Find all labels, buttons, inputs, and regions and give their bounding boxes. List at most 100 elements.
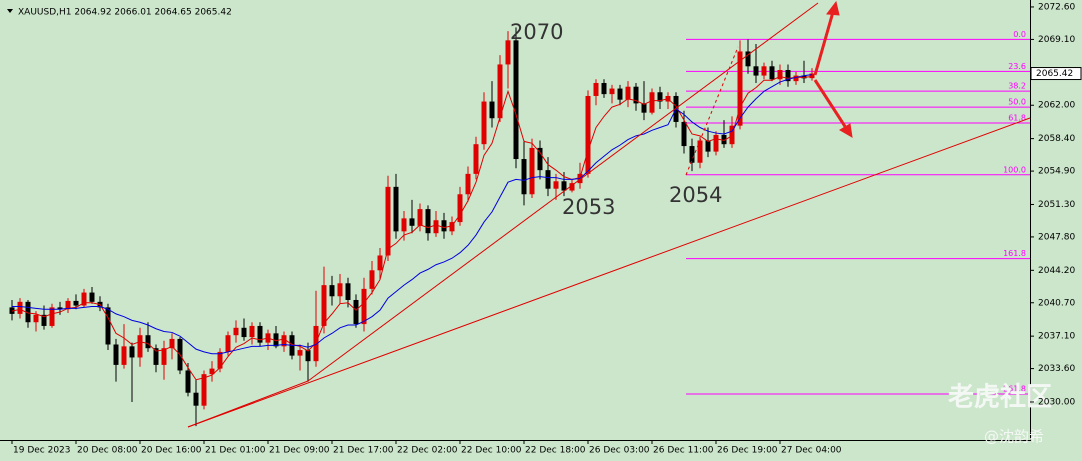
candle-body [465, 173, 471, 195]
fib-label: 23.6 [1008, 62, 1026, 71]
candle-body [513, 40, 519, 160]
candle-body [313, 325, 319, 362]
arrow-down [813, 79, 848, 129]
candle-body [601, 82, 607, 95]
candle-body [129, 346, 135, 358]
candle-body [681, 121, 687, 147]
trendline [187, 117, 1031, 428]
candle-body [497, 64, 503, 119]
x-tick-label: 21 Dec 17:00 [333, 446, 394, 456]
candle-body [473, 144, 479, 174]
title-marker [7, 9, 13, 13]
x-tick-label: 26 Dec 19:00 [717, 446, 778, 456]
candle-body [145, 335, 151, 349]
candle-body [337, 283, 343, 297]
candle-body [169, 338, 175, 349]
x-tick-label: 20 Dec 08:00 [77, 446, 138, 456]
arrow-head [826, 0, 840, 16]
trendline [307, 2, 819, 382]
candle-body [425, 209, 431, 234]
candle-body [361, 288, 367, 325]
candle-body [521, 159, 527, 195]
candle-body [609, 88, 615, 95]
y-tick-label: 2047.80 [1038, 232, 1075, 242]
candle-body [705, 140, 711, 152]
x-tick-label: 21 Dec 01:00 [205, 446, 266, 456]
x-tick-label: 26 Dec 03:00 [589, 446, 650, 456]
candle-body [369, 270, 375, 289]
fib-label: 38.2 [1008, 82, 1026, 91]
last-price-box [1030, 67, 1082, 81]
y-tick-label: 2044.20 [1038, 266, 1075, 276]
candle-body [25, 301, 31, 323]
candle-body [33, 314, 39, 323]
candle-body [593, 82, 599, 96]
candle-body [625, 86, 631, 100]
arrow-head [839, 123, 853, 138]
x-tick-label: 19 Dec 2023 [13, 446, 71, 456]
candle-body [753, 66, 759, 76]
x-tick-label: 20 Dec 16:00 [141, 446, 202, 456]
fib-label: 61.8 [1008, 114, 1026, 123]
candle-body [281, 335, 287, 347]
candle-body [81, 292, 87, 306]
candle-body [185, 370, 191, 393]
plot: 0.0 23.6 38.2 50.0 61.8 100.0 161.8 261.8 [9, 27, 1030, 427]
candle-body [49, 307, 55, 326]
y-tick-label: 2033.60 [1038, 364, 1075, 374]
fib-label: 261.8 [1003, 385, 1026, 394]
candle-body [561, 181, 567, 191]
candle-body [641, 103, 647, 113]
y-tick-label: 2058.40 [1038, 134, 1075, 144]
candle-body [41, 314, 47, 326]
candle-body [377, 255, 383, 271]
y-tick-label: 2069.10 [1038, 35, 1075, 45]
candle-body [65, 300, 71, 310]
candle-body [89, 292, 95, 302]
candle-body [585, 95, 591, 174]
candle-body [441, 220, 447, 232]
candle-body [489, 101, 495, 119]
candle-body [257, 325, 263, 343]
candle-body [713, 134, 719, 152]
x-tick-label: 22 Dec 02:00 [397, 446, 458, 456]
candle-body [417, 209, 423, 226]
y-tick-label: 2030.00 [1038, 397, 1075, 407]
candle-body [721, 134, 727, 145]
moving-average [12, 74, 813, 355]
candle-body [17, 301, 23, 314]
candle-body [777, 70, 783, 80]
annotation: 2070 [510, 20, 563, 44]
x-tick-label: 27 Dec 04:00 [781, 446, 842, 456]
candle-body [761, 66, 767, 76]
candle-body [545, 170, 551, 189]
y-tick-label: 2037.10 [1038, 332, 1075, 342]
candle-body [737, 51, 743, 126]
candle-body [617, 88, 623, 100]
candle-body [329, 285, 335, 297]
y-tick-label: 2072.60 [1038, 2, 1075, 12]
candle-body [449, 222, 455, 232]
candle-body [353, 299, 359, 325]
candle-body [769, 66, 775, 80]
candle-body [481, 101, 487, 145]
candle-body [241, 327, 247, 338]
candle-body [433, 220, 439, 234]
candle-body [697, 140, 703, 163]
candle-body [105, 307, 111, 345]
x-tick-label: 21 Dec 09:00 [269, 446, 330, 456]
x-tick-label: 26 Dec 11:00 [653, 446, 714, 456]
candle-body [657, 92, 663, 102]
candle-body [649, 92, 655, 113]
candle-body [385, 186, 391, 256]
candle-body [401, 218, 407, 232]
candle-body [137, 335, 143, 358]
y-tick-label: 2062.00 [1038, 101, 1075, 111]
last-price-label: 2065.42 [1036, 69, 1073, 79]
candle-body [73, 300, 79, 306]
candle-body [321, 285, 327, 326]
x-tick-label: 22 Dec 10:00 [461, 446, 522, 456]
candle-body [249, 325, 255, 338]
